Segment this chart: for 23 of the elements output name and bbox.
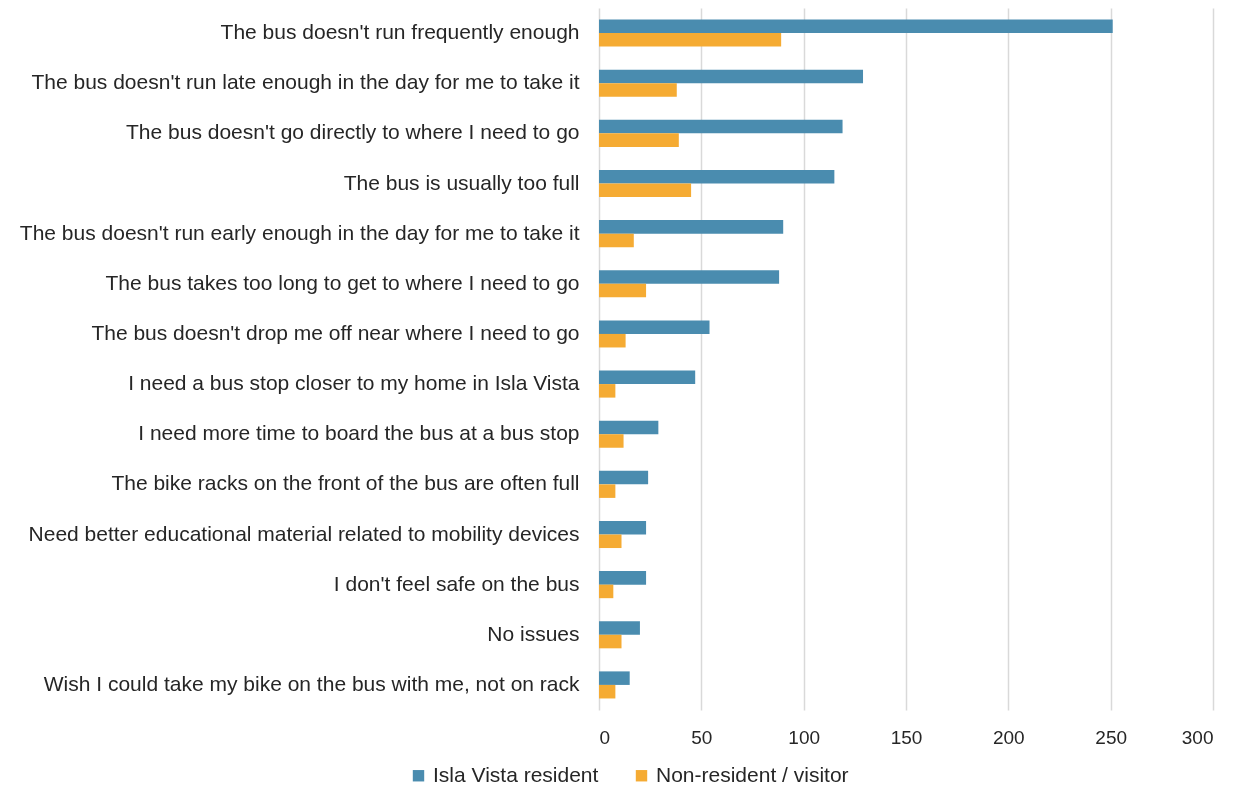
legend-label: Non-resident / visitor [656, 762, 849, 786]
x-tick-label: 200 [992, 726, 1025, 748]
y-tick-label: The bike racks on the front of the bus are often full [111, 471, 580, 495]
y-tick-label: I don't feel safe on the bus [333, 571, 580, 595]
x-tick-label: 50 [691, 726, 713, 748]
x-tick-label: 0 [599, 726, 611, 748]
y-tick-label: The bus doesn't drop me off near where I need to go [91, 320, 580, 344]
x-tick-label: 150 [890, 726, 923, 748]
x-tick-label: 100 [788, 726, 821, 748]
y-tick-label: The bus doesn't run late enough in the day for me to take it [31, 70, 580, 94]
x-tick-label: 300 [1181, 726, 1214, 748]
y-tick-label: The bus is usually too full [343, 170, 580, 194]
y-tick-label: No issues [487, 621, 580, 645]
y-tick-label: The bus doesn't run frequently enough [220, 20, 580, 44]
y-tick-label: The bus doesn't go directly to where I need to go [126, 120, 580, 144]
y-tick-label: The bus doesn't run early enough in the day for me to take it [19, 220, 580, 244]
y-tick-label: I need a bus stop closer to my home in Isla Vista [128, 371, 580, 395]
legend-label: Isla Vista resident [433, 762, 599, 786]
x-tick-label: 250 [1095, 726, 1128, 748]
y-tick-label: The bus takes too long to get to where I need to go [105, 270, 580, 294]
y-tick-label: Wish I could take my bike on the bus with me, not on rack [43, 671, 580, 695]
y-tick-label: I need more time to board the bus at a bus stop [138, 421, 580, 445]
y-tick-label: Need better educational material related to mobility devices [28, 521, 580, 545]
